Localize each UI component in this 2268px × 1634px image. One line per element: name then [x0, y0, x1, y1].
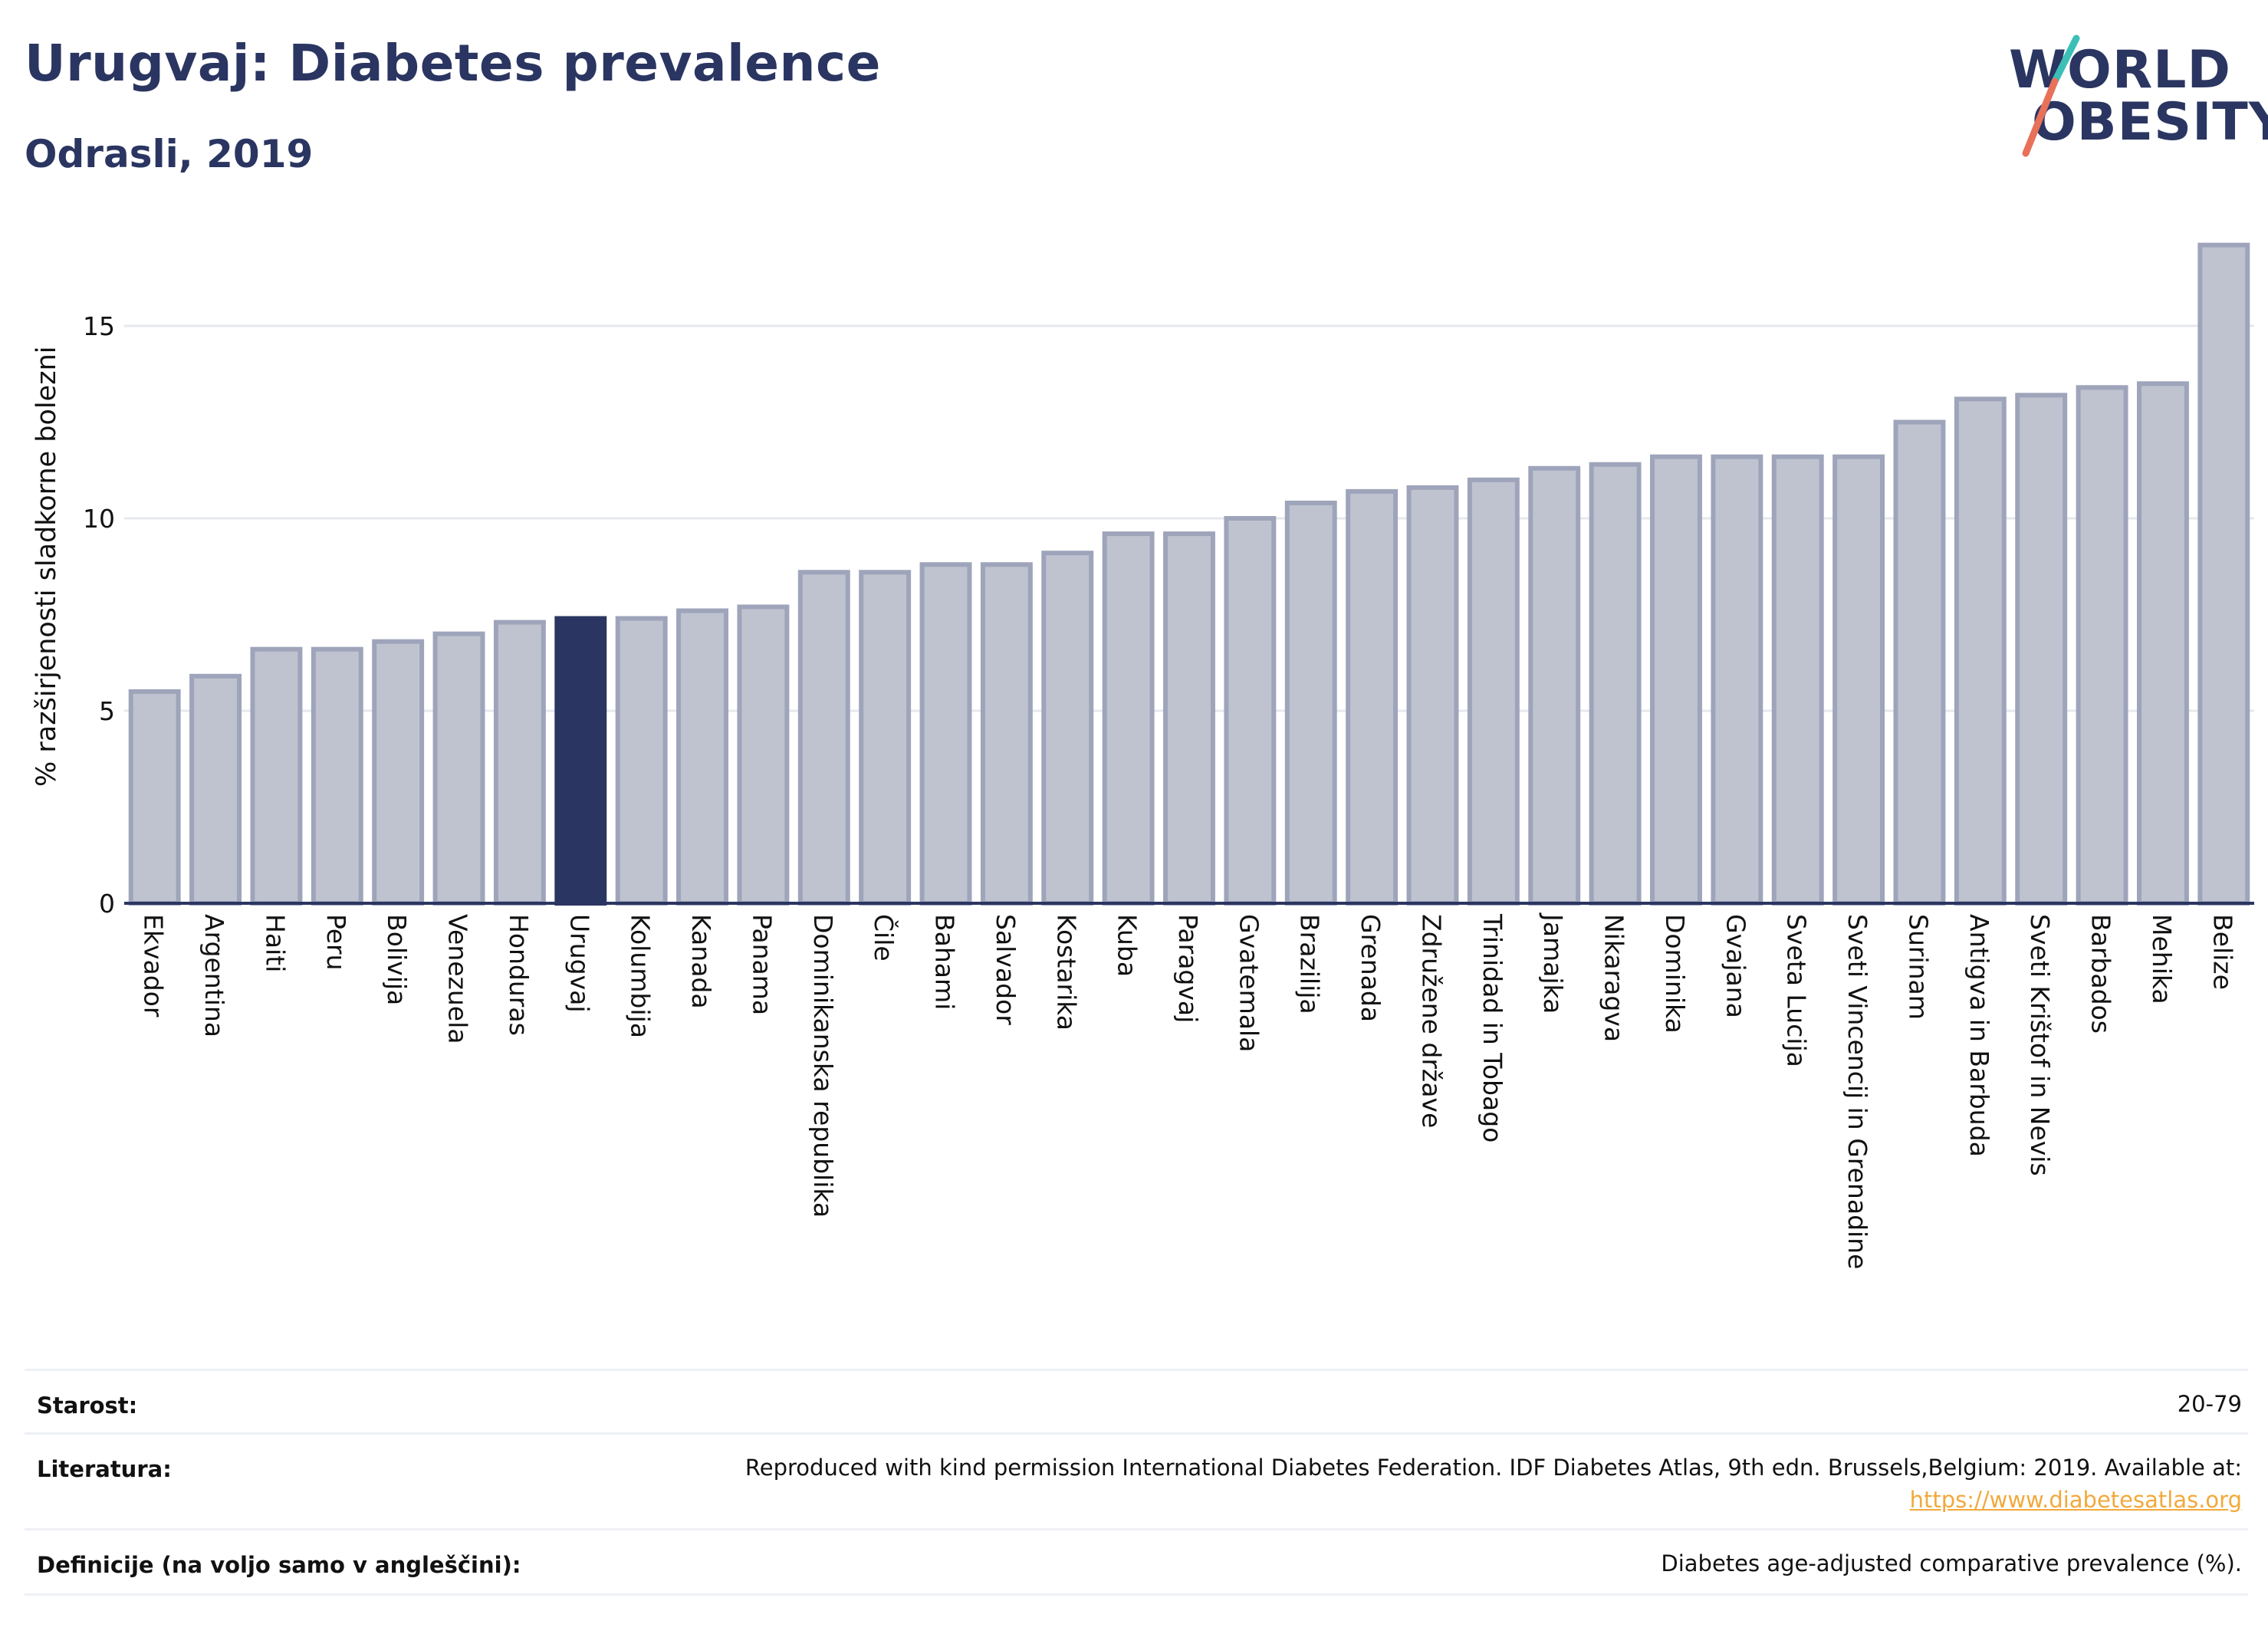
x-tick-label: Haiti [260, 914, 290, 972]
bar-sveti-vincencij-in-grenadine [1832, 454, 1885, 906]
bar-venezuela [432, 631, 485, 906]
chart-title: Urugvaj: Diabetes prevalence [25, 34, 881, 93]
x-tick-label: Argentina [199, 914, 229, 1037]
chart-subtitle: Odrasli, 2019 [25, 132, 314, 176]
bar-dominika [1650, 454, 1702, 906]
meta-row-definition: Definicije (na voljo samo v angleščini):… [25, 1528, 2248, 1596]
meta-bottom-rule [25, 1593, 2248, 1596]
x-tick-label: Sveti Vincencij in Grenadine [1842, 914, 1872, 1269]
bar-združene-države [1406, 485, 1459, 906]
x-tick-labels: Ekvador Argentina Haiti Peru Bolivija Venezue… [139, 912, 2238, 1269]
x-tick-label: Peru [321, 914, 351, 971]
bar-nikaragva [1589, 462, 1642, 906]
bar-salvador [980, 562, 1033, 906]
x-tick-label: Združene države [1416, 914, 1446, 1128]
y-tick-label: 0 [99, 889, 115, 919]
bar-bolivija [372, 639, 425, 906]
source-link[interactable]: https://www.diabetesatlas.org [1909, 1487, 2242, 1513]
x-tick-label: Salvador [991, 914, 1021, 1025]
x-tick-label: Kanada [686, 914, 716, 1009]
bar-surinam [1893, 419, 1946, 906]
x-tick-label: Paragvaj [1173, 914, 1203, 1023]
bar-chart: 0 5 10 15 Ekvador Argentina Haiti Peru Bolivija… [31, 242, 2254, 1269]
y-axis-label: % razširjenosti sladkorne bolezni [31, 347, 62, 787]
bar-peru [311, 646, 363, 906]
source-text: Reproduced with kind permission Internat… [744, 1455, 2242, 1481]
bar-sveta-lucija [1771, 454, 1824, 906]
bar-sveti-krištof-in-nevis [2015, 393, 2068, 906]
x-tick-label: Trinidad in Tobago [1477, 913, 1507, 1142]
x-tick-label: Ekvador [139, 914, 169, 1018]
meta-row-source: Literatura: Reproduced with kind permiss… [25, 1432, 2248, 1530]
x-tick-label: Belize [2207, 914, 2237, 990]
x-tick-label: Mehika [2147, 914, 2177, 1004]
y-tick-labels: 0 5 10 15 [83, 311, 115, 919]
x-tick-label: Čile [869, 914, 899, 962]
x-tick-label: Jamajka [1538, 912, 1568, 1014]
bar-kostarika [1041, 551, 1094, 906]
x-tick-label: Venezuela [443, 914, 473, 1044]
age-label: Starost: [37, 1392, 138, 1419]
source-label: Literatura: [37, 1456, 172, 1482]
bar-barbados [2076, 385, 2128, 906]
bar-ekvador [128, 689, 181, 906]
x-tick-label: Kuba [1113, 914, 1142, 977]
x-tick-label: Bahami [930, 914, 960, 1010]
y-tick-label: 5 [99, 696, 115, 726]
bar-bahami [919, 562, 972, 906]
bar-gvatemala [1224, 516, 1277, 906]
bar-urugvaj [554, 616, 607, 906]
x-tick-label: Gvajana [1721, 914, 1750, 1018]
x-tick-label: Panama [747, 914, 777, 1015]
x-tick-label: Dominikanska republika [808, 914, 838, 1218]
x-tick-label: Bolivija [382, 914, 412, 1005]
x-tick-label: Antigva in Barbuda [1964, 914, 1994, 1157]
x-tick-label: Barbados [2086, 914, 2116, 1034]
y-tick-label: 10 [83, 504, 115, 534]
bar-haiti [250, 646, 303, 906]
bar-grenada [1346, 488, 1399, 906]
x-tick-label: Surinam [1903, 914, 1933, 1020]
bar-dominikanska-republika [797, 570, 850, 906]
bar-trinidad-in-tobago [1467, 477, 1520, 906]
bar-panama [737, 604, 790, 906]
bar-jamajka [1528, 465, 1581, 906]
x-tick-label: Gvatemala [1234, 914, 1264, 1052]
bar-antigva-in-barbuda [1954, 396, 2007, 906]
definition-label: Definicije (na voljo samo v angleščini): [37, 1552, 521, 1578]
x-tick-label: Grenada [1356, 914, 1385, 1022]
x-tick-label: Brazilija [1295, 914, 1325, 1014]
y-tick-label: 15 [83, 311, 115, 341]
logo-line2: OBESITY [2032, 92, 2268, 153]
bar-honduras [493, 620, 546, 906]
meta-row-age: Starost: 20-79 [25, 1369, 2248, 1435]
x-tick-label: Kostarika [1051, 914, 1081, 1031]
bar-paragvaj [1163, 531, 1215, 906]
x-tick-label: Sveta Lucija [1782, 914, 1812, 1067]
x-tick-label: Urugvaj [564, 914, 594, 1013]
logo-line1: WORLD [2009, 40, 2231, 100]
x-tick-label: Sveti Krištof in Nevis [2025, 914, 2055, 1176]
bar-belize [2197, 242, 2250, 906]
x-tick-label: Dominika [1660, 914, 1690, 1034]
bar-argentina [189, 673, 242, 906]
x-tick-label: Kolumbija [626, 914, 656, 1038]
bars [128, 242, 2250, 906]
bar-čile [859, 570, 912, 906]
bar-kuba [1102, 531, 1155, 906]
bar-mehika [2136, 381, 2189, 906]
x-tick-label: Honduras [504, 914, 534, 1036]
x-tick-label: Nikaragva [1599, 914, 1629, 1042]
world-obesity-logo: WORLD OBESITY [2001, 31, 2268, 165]
bar-gvajana [1711, 454, 1763, 906]
bar-kanada [676, 608, 728, 906]
bar-brazilija [1284, 500, 1337, 906]
bar-kolumbija [615, 616, 668, 906]
logo-slash-icon [2022, 35, 2080, 157]
age-value: 20-79 [2177, 1391, 2242, 1417]
definition-value: Diabetes age-adjusted comparative preval… [1661, 1550, 2242, 1576]
